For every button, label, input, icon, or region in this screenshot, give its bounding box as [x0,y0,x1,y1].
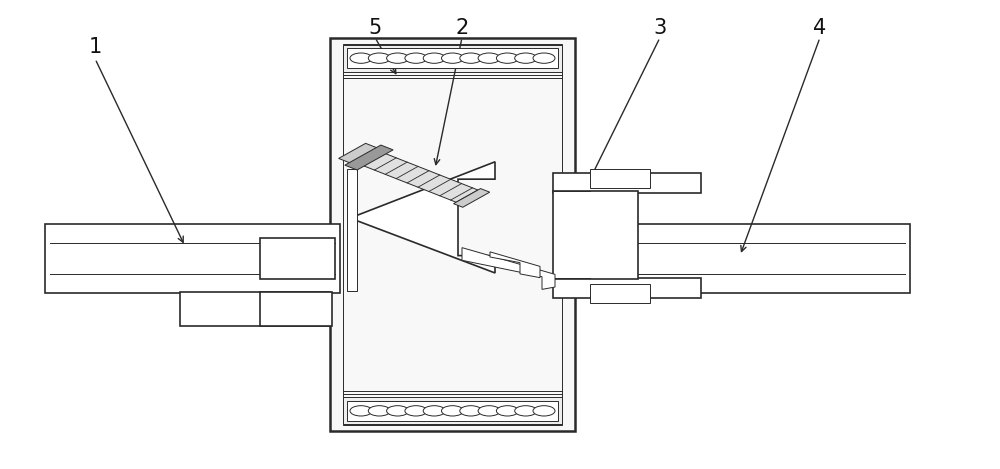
Circle shape [387,53,409,63]
Polygon shape [358,151,478,202]
Polygon shape [339,144,382,165]
Circle shape [405,53,427,63]
Circle shape [423,53,445,63]
Circle shape [368,53,390,63]
Circle shape [533,406,555,416]
Bar [260,292,332,326]
Polygon shape [462,248,555,289]
Circle shape [496,53,518,63]
Circle shape [478,53,500,63]
Circle shape [405,406,427,416]
Circle shape [478,406,500,416]
Text: 2: 2 [455,18,469,38]
Polygon shape [345,145,393,170]
Polygon shape [350,162,495,273]
Circle shape [350,406,372,416]
Bar [45,224,340,293]
Bar [553,278,701,298]
Circle shape [442,53,464,63]
Circle shape [515,53,537,63]
Text: 4: 4 [813,18,827,38]
Circle shape [368,406,390,416]
Bar [343,44,562,425]
Circle shape [423,406,445,416]
Bar [330,38,575,431]
Text: 3: 3 [653,18,667,38]
Bar [343,45,562,72]
Text: 1: 1 [88,37,102,57]
Circle shape [460,53,482,63]
Polygon shape [454,189,490,207]
Circle shape [533,53,555,63]
Bar [553,173,701,193]
Text: 5: 5 [368,18,382,38]
Polygon shape [490,252,540,278]
Bar [347,401,558,421]
Bar [590,284,650,303]
Circle shape [350,53,372,63]
Circle shape [515,406,537,416]
Bar [590,224,910,293]
Circle shape [460,406,482,416]
Circle shape [387,406,409,416]
Bar [553,191,638,279]
Circle shape [442,406,464,416]
Bar [343,397,562,424]
Bar [260,238,335,279]
Bar [347,48,558,68]
Bar [180,292,330,326]
Bar [347,169,357,291]
Bar [590,169,650,188]
Circle shape [496,406,518,416]
